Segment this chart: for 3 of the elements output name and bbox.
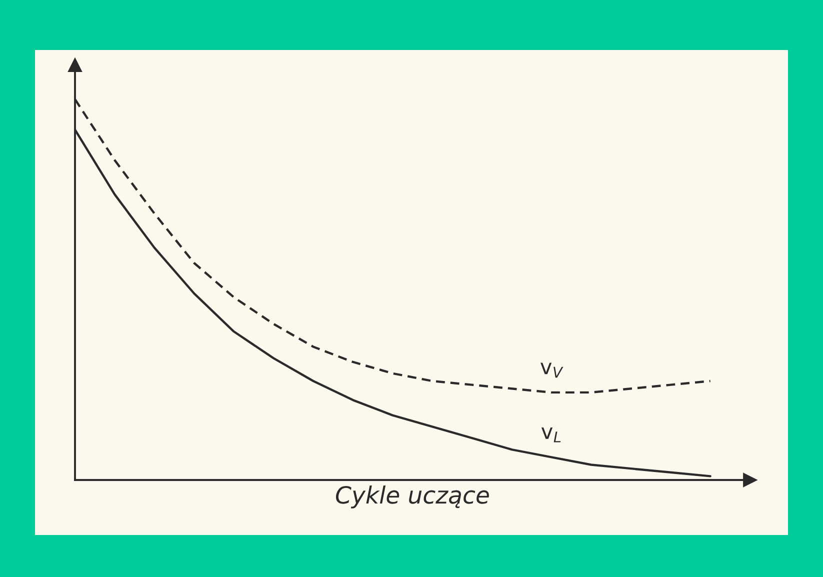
series-label: v$_{V}$: [540, 362, 564, 378]
series-label: v$_{L}$: [541, 427, 561, 442]
x-axis-title: Cykle uczące: [336, 486, 489, 508]
